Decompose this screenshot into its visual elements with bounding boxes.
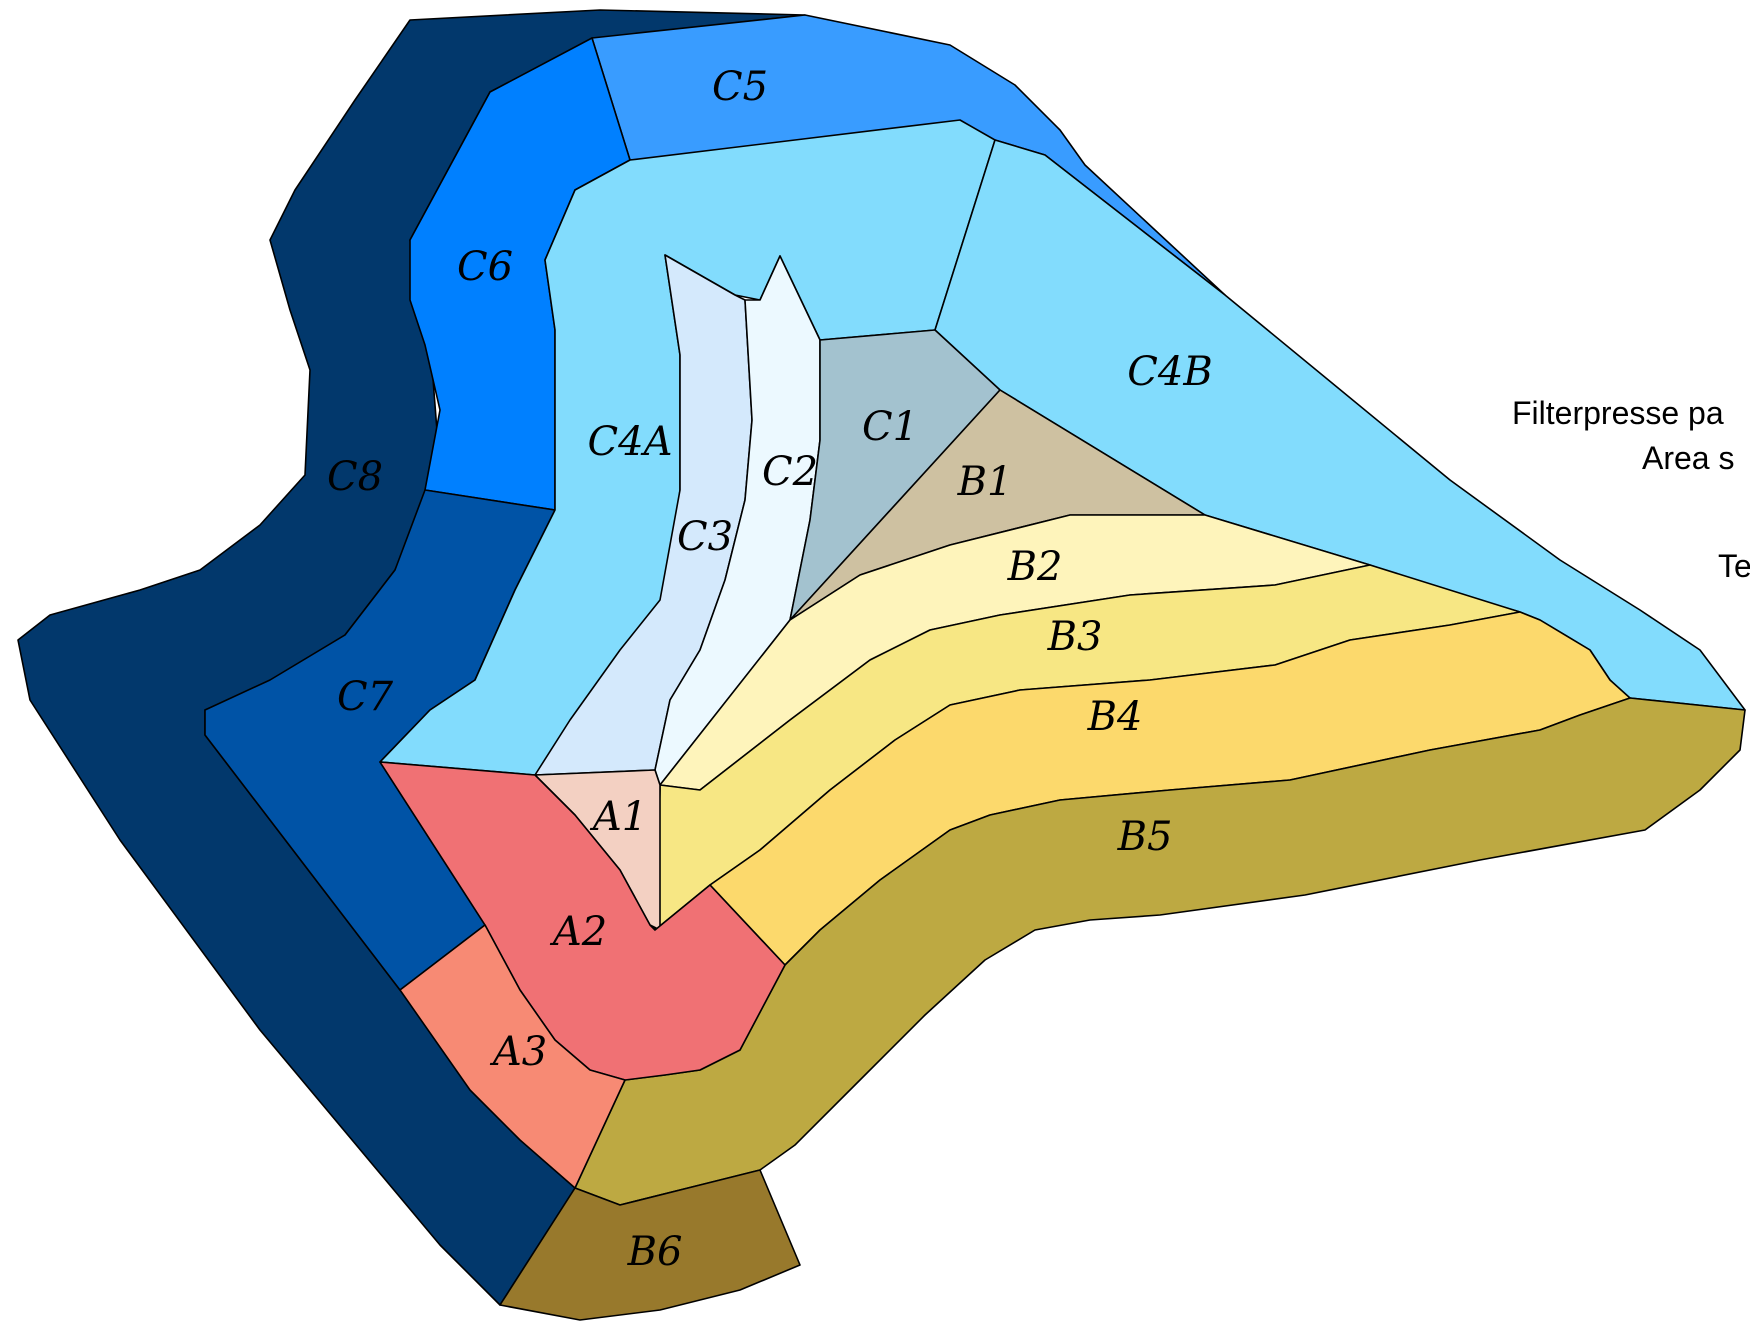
zone-a3[interactable] — [399, 924, 626, 1189]
legend-line-3: Te — [1718, 548, 1750, 584]
zone-b6[interactable] — [499, 1169, 801, 1321]
legend-line-1: Filterpresse pa — [1512, 395, 1724, 431]
legend-line-2: Area s — [1642, 440, 1735, 476]
